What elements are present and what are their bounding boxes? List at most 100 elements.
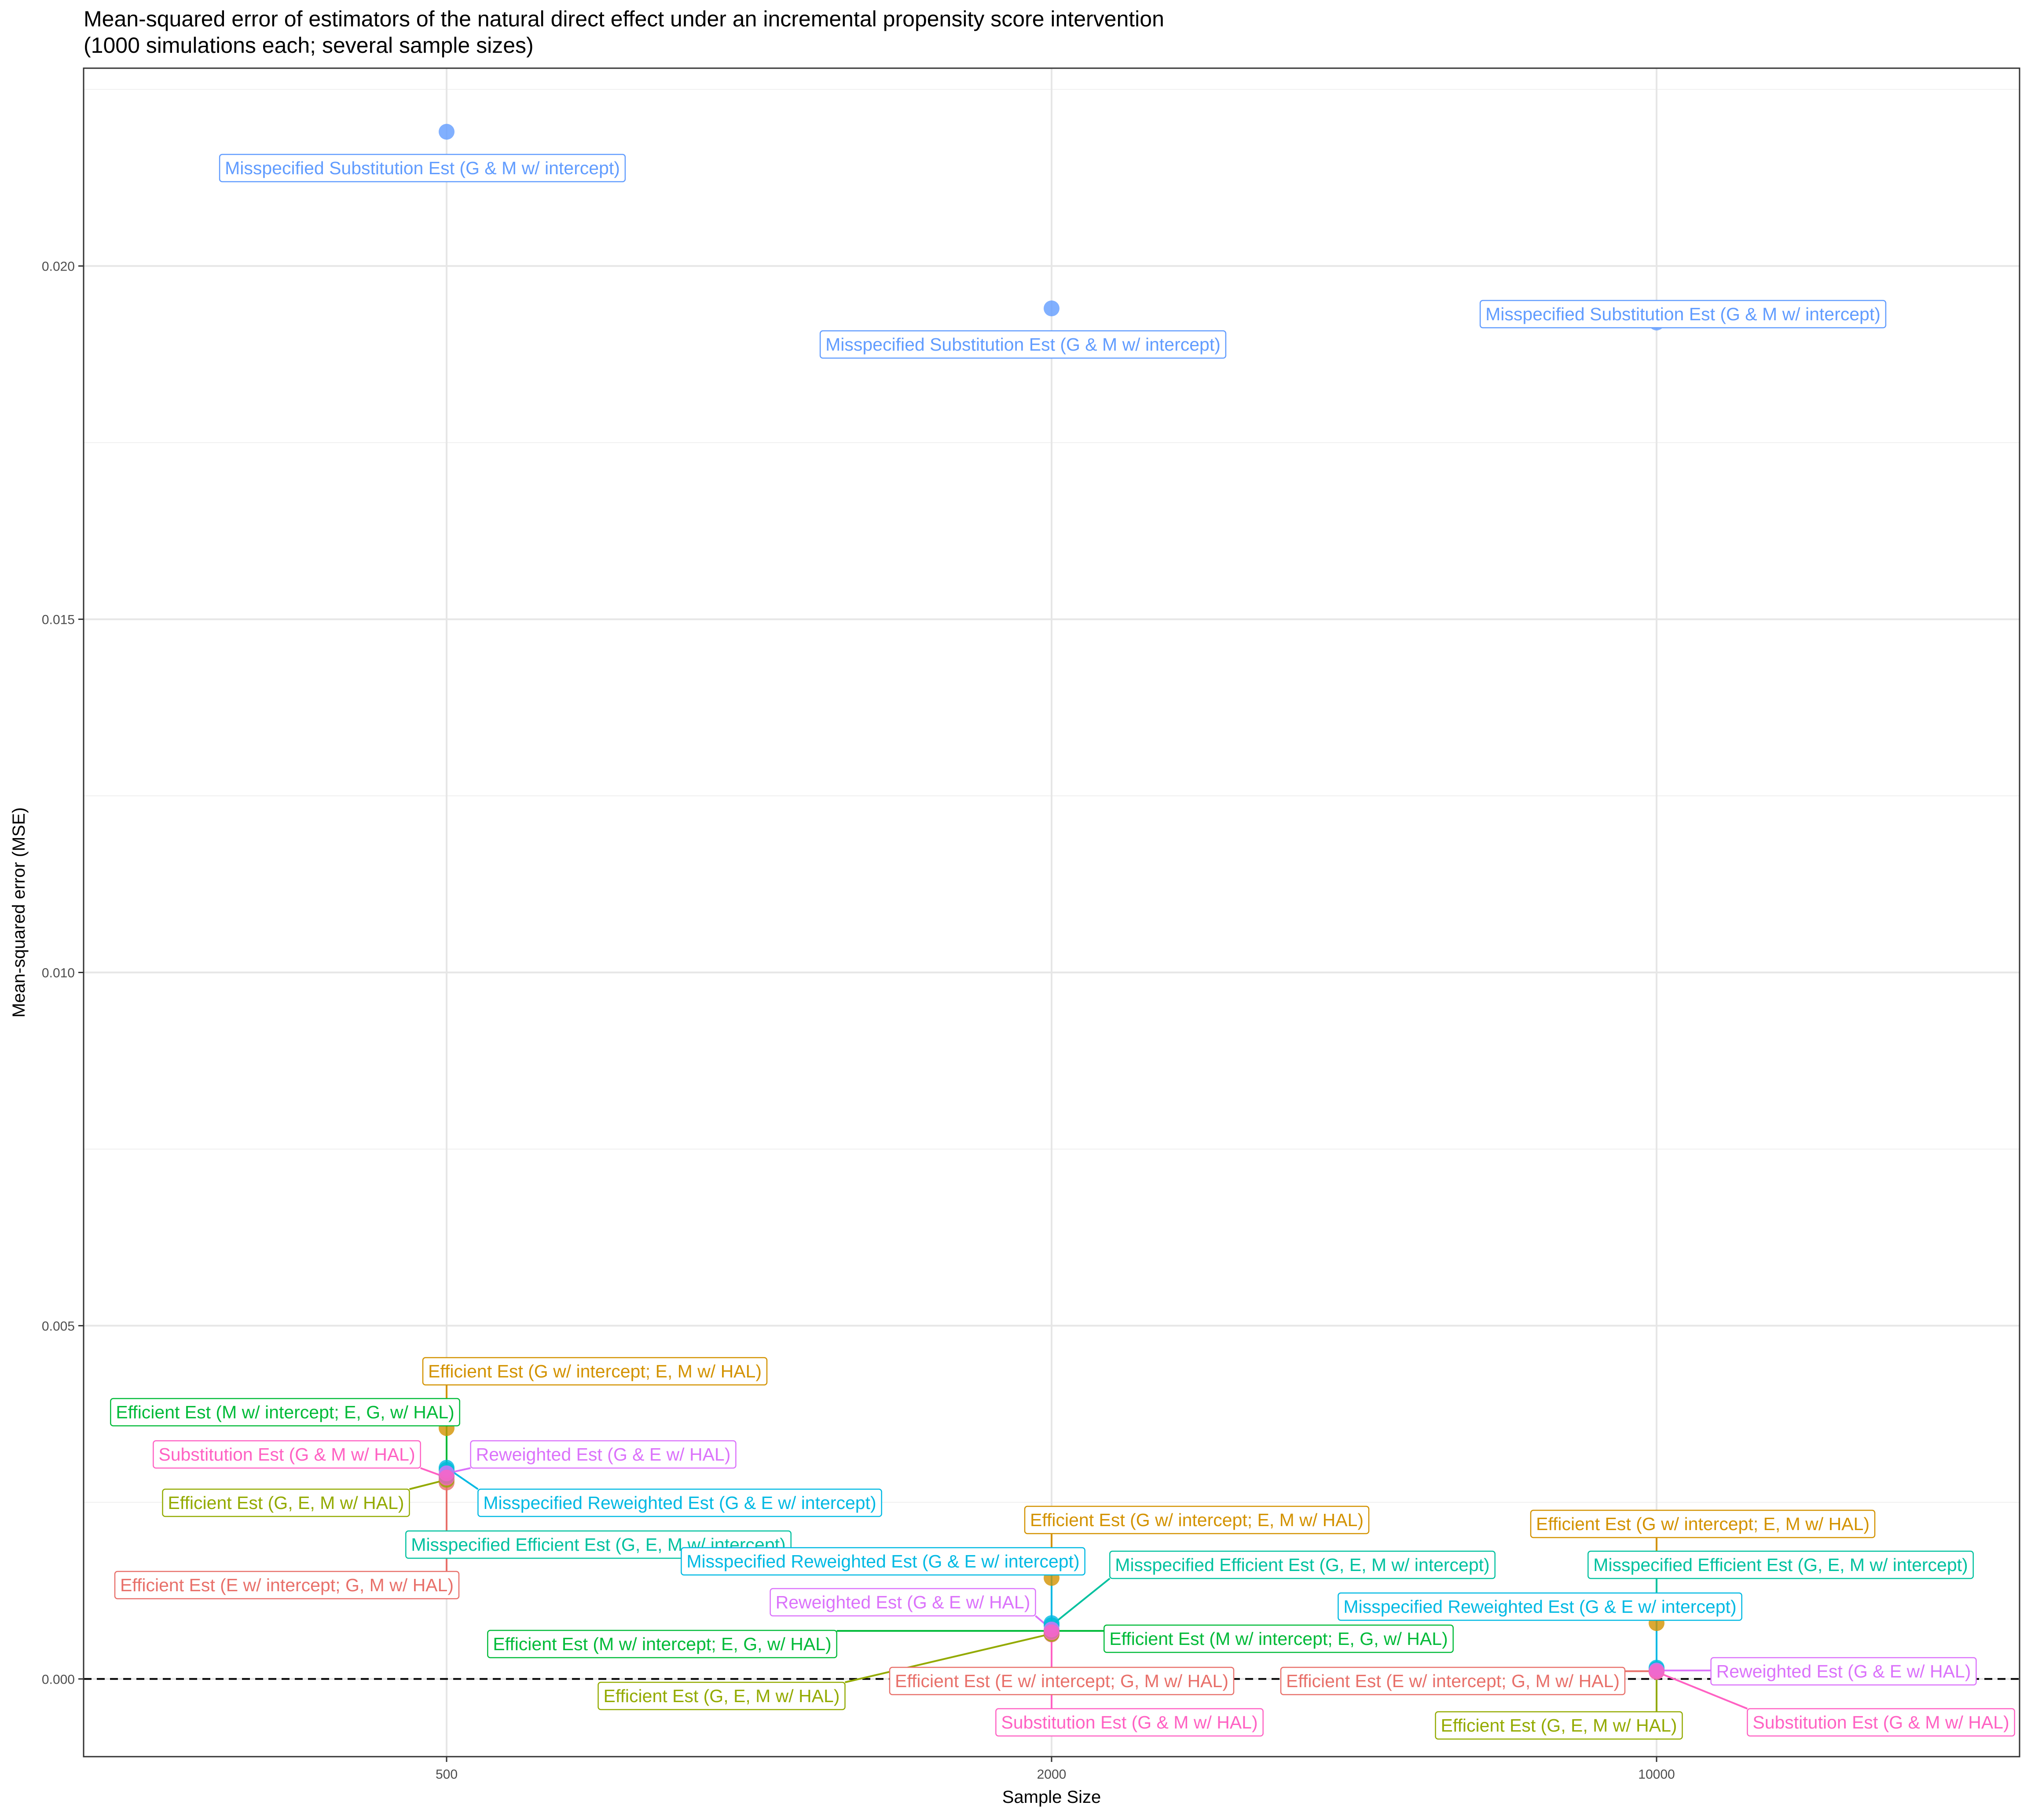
y-axis-title: Mean-squared error (MSE) xyxy=(9,807,29,1018)
data-label-4: Efficient Est (M w/ intercept; E, G, w/ … xyxy=(110,1398,460,1427)
data-label-7: Efficient Est (G, E, M w/ HAL) xyxy=(162,1488,410,1517)
data-label-text-15: Efficient Est (M w/ intercept; E, G, w/ … xyxy=(493,1634,831,1654)
data-label-10: Efficient Est (E w/ intercept; G, M w/ H… xyxy=(114,1571,460,1600)
y-tick-label-0: 0.000 xyxy=(42,1672,75,1687)
y-axis: 0.000 0.005 0.010 0.015 0.020 xyxy=(42,260,84,1687)
leader-line-26 xyxy=(1656,1671,1748,1710)
data-label-box-10 xyxy=(114,1571,460,1600)
data-label-text-12: Misspecified Reweighted Est (G & E w/ in… xyxy=(686,1551,1079,1571)
data-label-0: Misspecified Substitution Est (G & M w/ … xyxy=(219,154,626,183)
y-tick-label-1: 0.005 xyxy=(42,1319,75,1333)
data-label-box-1 xyxy=(819,330,1227,359)
data-point-s8-p0 xyxy=(439,1469,455,1486)
data-label-box-21 xyxy=(1587,1550,1974,1579)
data-label-text-13: Misspecified Efficient Est (G, E, M w/ i… xyxy=(1115,1555,1489,1575)
data-label-24: Reweighted Est (G & E w/ HAL) xyxy=(1710,1657,1977,1686)
x-tick-label-2: 10000 xyxy=(1638,1767,1675,1782)
data-label-22: Misspecified Reweighted Est (G & E w/ in… xyxy=(1338,1592,1742,1621)
chart-title-line-2: (1000 simulations each; several sample s… xyxy=(84,33,534,58)
data-label-box-3 xyxy=(422,1357,768,1386)
data-label-box-4 xyxy=(110,1398,460,1427)
data-label-box-8 xyxy=(477,1488,882,1517)
data-label-text-0: Misspecified Substitution Est (G & M w/ … xyxy=(225,158,620,178)
data-label-text-10: Efficient Est (E w/ intercept; G, M w/ H… xyxy=(120,1575,454,1595)
data-label-text-25: Efficient Est (G, E, M w/ HAL) xyxy=(1441,1715,1677,1736)
data-label-box-22 xyxy=(1338,1592,1742,1621)
data-label-19: Substitution Est (G & M w/ HAL) xyxy=(995,1708,1264,1737)
data-point-s6-p1 xyxy=(1044,300,1059,316)
x-axis: 500 2000 10000 xyxy=(436,1757,1675,1782)
data-label-6: Reweighted Est (G & E w/ HAL) xyxy=(470,1440,737,1469)
data-label-text-26: Substitution Est (G & M w/ HAL) xyxy=(1752,1712,2009,1732)
data-label-text-24: Reweighted Est (G & E w/ HAL) xyxy=(1716,1661,1971,1681)
data-label-box-5 xyxy=(153,1440,421,1469)
data-label-box-11 xyxy=(1024,1505,1370,1534)
data-label-box-13 xyxy=(1109,1550,1496,1579)
data-label-box-19 xyxy=(995,1708,1264,1737)
data-label-17: Efficient Est (E w/ intercept; G, M w/ H… xyxy=(889,1666,1235,1695)
data-label-text-19: Substitution Est (G & M w/ HAL) xyxy=(1001,1712,1257,1732)
data-label-15: Efficient Est (M w/ intercept; E, G, w/ … xyxy=(487,1630,837,1659)
data-label-box-0 xyxy=(219,154,626,183)
x-axis-title: Sample Size xyxy=(1002,1787,1101,1807)
y-tick-label-3: 0.015 xyxy=(42,613,75,627)
data-label-text-5: Substitution Est (G & M w/ HAL) xyxy=(158,1444,415,1465)
data-label-box-16 xyxy=(1103,1624,1454,1653)
data-label-box-14 xyxy=(770,1588,1036,1617)
data-label-11: Efficient Est (G w/ intercept; E, M w/ H… xyxy=(1024,1505,1370,1534)
data-point-s8-p1 xyxy=(1044,1624,1059,1641)
data-label-box-20 xyxy=(1530,1509,1876,1538)
data-label-26: Substitution Est (G & M w/ HAL) xyxy=(1747,1708,2015,1737)
data-label-text-3: Efficient Est (G w/ intercept; E, M w/ H… xyxy=(428,1361,762,1381)
data-label-box-18 xyxy=(598,1681,846,1710)
data-label-text-8: Misspecified Reweighted Est (G & E w/ in… xyxy=(483,1493,876,1513)
data-label-box-6 xyxy=(470,1440,737,1469)
leader-line-18 xyxy=(845,1633,1052,1683)
data-label-text-18: Efficient Est (G, E, M w/ HAL) xyxy=(604,1686,840,1706)
data-label-text-22: Misspecified Reweighted Est (G & E w/ in… xyxy=(1343,1597,1736,1617)
data-label-box-17 xyxy=(889,1666,1235,1695)
data-label-text-20: Efficient Est (G w/ intercept; E, M w/ H… xyxy=(1536,1514,1870,1534)
data-point-s6-p0 xyxy=(439,124,455,140)
data-label-text-11: Efficient Est (G w/ intercept; E, M w/ H… xyxy=(1030,1510,1364,1530)
data-label-box-24 xyxy=(1710,1657,1977,1686)
x-tick-label-1: 2000 xyxy=(1037,1767,1067,1782)
data-label-text-6: Reweighted Est (G & E w/ HAL) xyxy=(476,1444,731,1465)
data-label-text-17: Efficient Est (E w/ intercept; G, M w/ H… xyxy=(895,1671,1228,1691)
data-label-25: Efficient Est (G, E, M w/ HAL) xyxy=(1435,1711,1683,1740)
data-label-14: Reweighted Est (G & E w/ HAL) xyxy=(770,1588,1036,1617)
plot-panel: Misspecified Substitution Est (G & M w/ … xyxy=(83,67,2020,1758)
data-label-12: Misspecified Reweighted Est (G & E w/ in… xyxy=(681,1547,1085,1576)
data-label-box-15 xyxy=(487,1630,837,1659)
leader-line-13 xyxy=(1051,1578,1111,1626)
data-label-box-12 xyxy=(681,1547,1085,1576)
data-label-16: Efficient Est (M w/ intercept; E, G, w/ … xyxy=(1103,1624,1454,1653)
data-label-18: Efficient Est (G, E, M w/ HAL) xyxy=(598,1681,846,1710)
data-label-text-2: Misspecified Substitution Est (G & M w/ … xyxy=(1485,304,1881,324)
data-label-text-23: Efficient Est (E w/ intercept; G, M w/ H… xyxy=(1286,1671,1620,1691)
data-label-box-2 xyxy=(1479,300,1887,329)
data-label-13: Misspecified Efficient Est (G, E, M w/ i… xyxy=(1109,1550,1496,1579)
data-label-23: Efficient Est (E w/ intercept; G, M w/ H… xyxy=(1280,1666,1626,1695)
data-label-text-14: Reweighted Est (G & E w/ HAL) xyxy=(776,1592,1030,1612)
data-label-box-25 xyxy=(1435,1711,1683,1740)
data-label-text-1: Misspecified Substitution Est (G & M w/ … xyxy=(825,334,1221,355)
data-label-3: Efficient Est (G w/ intercept; E, M w/ H… xyxy=(422,1357,768,1386)
data-label-box-7 xyxy=(162,1488,410,1517)
data-points xyxy=(439,124,1664,1680)
data-label-1: Misspecified Substitution Est (G & M w/ … xyxy=(819,330,1227,359)
data-label-text-7: Efficient Est (G, E, M w/ HAL) xyxy=(168,1493,404,1513)
data-label-box-23 xyxy=(1280,1666,1626,1695)
y-tick-label-2: 0.010 xyxy=(42,966,75,980)
x-tick-label-0: 500 xyxy=(436,1767,458,1782)
data-label-box-26 xyxy=(1747,1708,2015,1737)
data-label-5: Substitution Est (G & M w/ HAL) xyxy=(153,1440,421,1469)
data-label-2: Misspecified Substitution Est (G & M w/ … xyxy=(1479,300,1887,329)
data-labels: Misspecified Substitution Est (G & M w/ … xyxy=(110,154,2015,1740)
data-point-s8-p2 xyxy=(1649,1664,1664,1680)
data-label-8: Misspecified Reweighted Est (G & E w/ in… xyxy=(477,1488,882,1517)
data-label-text-16: Efficient Est (M w/ intercept; E, G, w/ … xyxy=(1109,1629,1448,1649)
data-label-21: Misspecified Efficient Est (G, E, M w/ i… xyxy=(1587,1550,1974,1579)
chart-title-line-1: Mean-squared error of estimators of the … xyxy=(84,7,1164,31)
